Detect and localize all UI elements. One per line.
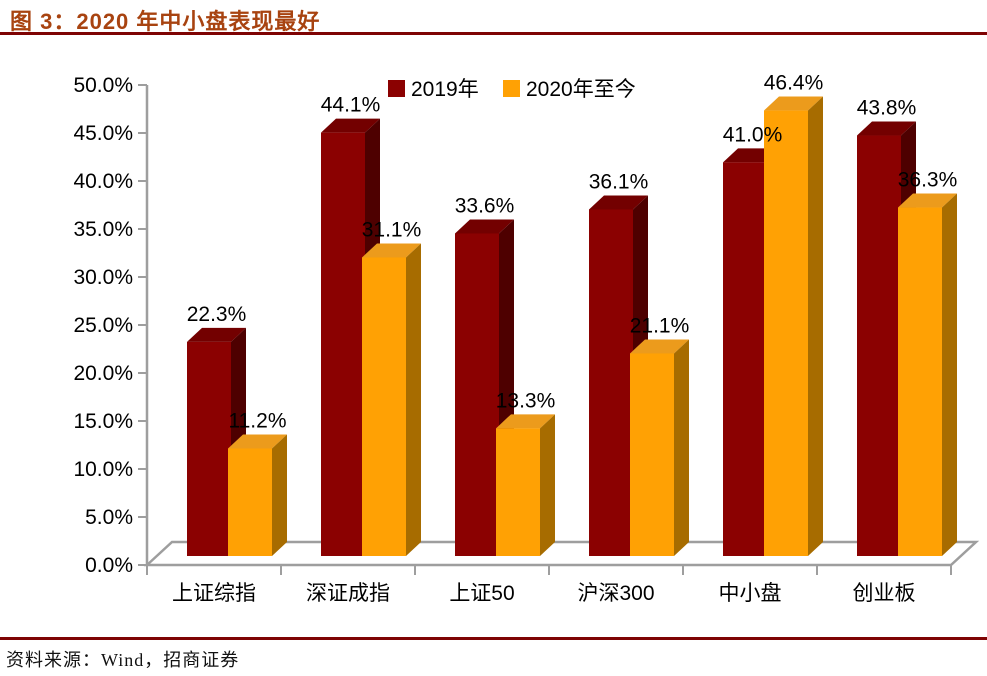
- bar-2019-0-front: [187, 341, 231, 556]
- bar-2020-4-front: [764, 110, 808, 556]
- y-tick-label: 45.0%: [73, 122, 133, 145]
- bar-2020-2-top: [496, 414, 555, 429]
- bar-2019-1-top: [321, 118, 380, 133]
- data-label: 21.1%: [630, 314, 690, 337]
- bar-2020-1-front: [362, 257, 406, 556]
- data-label: 44.1%: [321, 94, 381, 117]
- legend-swatch: [388, 80, 405, 97]
- data-label: 22.3%: [187, 303, 247, 326]
- bar-2019-4-front: [723, 162, 767, 556]
- x-category-label: 创业板: [853, 582, 916, 605]
- bar-2020-2-front: [496, 428, 540, 556]
- bar-2020-4-top: [764, 96, 823, 111]
- footer-rule: [0, 637, 987, 640]
- bar-2020-5-front: [898, 207, 942, 556]
- bar-2019-2-top: [455, 219, 514, 234]
- data-label: 11.2%: [229, 409, 287, 432]
- data-label: 46.4%: [764, 72, 824, 95]
- bar-2020-5-side: [942, 193, 957, 556]
- bar-2020-3-side: [674, 339, 689, 556]
- y-tick-label: 25.0%: [73, 314, 133, 337]
- legend-label: 2019年: [411, 78, 479, 101]
- bar-2020-0-front: [228, 448, 272, 556]
- bar-2019-3-top: [589, 195, 648, 210]
- x-category-label: 深证成指: [306, 582, 390, 605]
- bar-2020-3-front: [630, 353, 674, 556]
- data-label: 41.0%: [723, 123, 783, 146]
- bar-2020-2-side: [540, 414, 555, 556]
- bar-2020-0-side: [272, 434, 287, 556]
- bar-2020-5-top: [898, 193, 957, 208]
- bar-2019-1-front: [321, 132, 365, 556]
- bar-2020-3-top: [630, 339, 689, 354]
- y-tick-label: 0.0%: [85, 554, 133, 577]
- bar-chart-3d: 0.0% 5.0% 10.0% 15.0% 20.0% 25.0% 30.0% 35.0% 40…: [73, 72, 980, 605]
- figure-title: 图 3：2020 年中小盘表现最好: [10, 9, 321, 34]
- bar-2020-4-side: [808, 96, 823, 556]
- y-tick-label: 20.0%: [73, 362, 133, 385]
- chart-area: 0.0% 5.0% 10.0% 15.0% 20.0% 25.0% 30.0% 35.0% 40…: [0, 40, 987, 625]
- x-category-label: 上证50: [449, 582, 514, 605]
- bar-2019-2-front: [455, 233, 499, 556]
- bar-2020-0-top: [228, 434, 287, 449]
- data-label: 43.8%: [857, 97, 917, 120]
- data-label: 36.3%: [898, 169, 958, 192]
- bar-2020-1-top: [362, 243, 421, 258]
- bar-2019-5-front: [857, 135, 901, 556]
- y-tick-label: 10.0%: [73, 458, 133, 481]
- y-tick-label: 35.0%: [73, 218, 133, 241]
- x-category-label: 沪深300: [577, 582, 654, 605]
- bar-2019-3-front: [589, 209, 633, 556]
- x-category-label: 上证综指: [172, 582, 256, 605]
- bar-2020-1-side: [406, 243, 421, 556]
- data-label: 33.6%: [455, 194, 515, 217]
- legend-label: 2020年至今: [526, 78, 636, 101]
- title-rule: [0, 32, 987, 35]
- y-tick-label: 5.0%: [85, 506, 133, 529]
- data-label: 31.1%: [362, 218, 422, 241]
- y-tick-label: 40.0%: [73, 170, 133, 193]
- y-tick-label: 30.0%: [73, 266, 133, 289]
- source-note: 资料来源：Wind，招商证券: [6, 650, 240, 670]
- y-tick-label: 15.0%: [73, 410, 133, 433]
- bar-2019-5-top: [857, 121, 916, 136]
- data-label: 36.1%: [589, 170, 649, 193]
- y-tick-label: 50.0%: [73, 74, 133, 97]
- x-category-label: 中小盘: [719, 582, 782, 605]
- legend-swatch: [503, 80, 520, 97]
- bar-2019-0-top: [187, 327, 246, 342]
- data-label: 13.3%: [496, 389, 556, 412]
